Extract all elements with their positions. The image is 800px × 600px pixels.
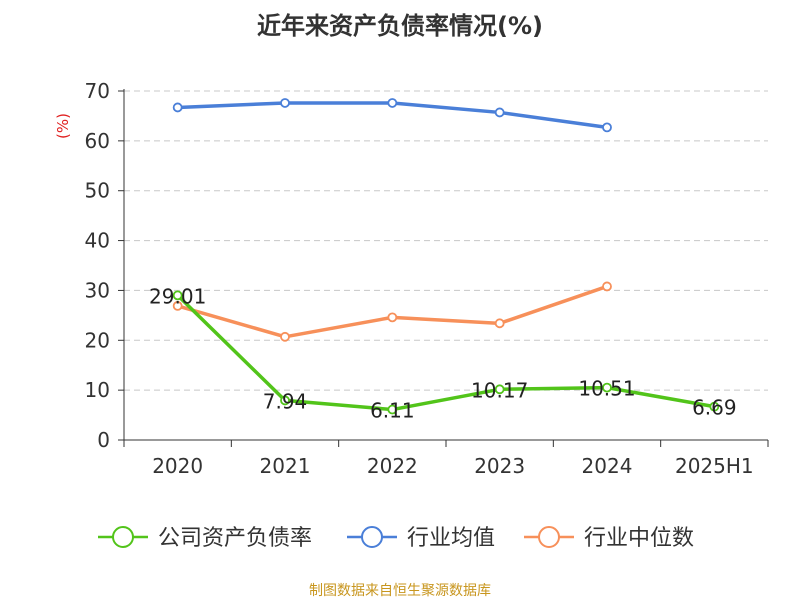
data-label: 6.11 — [370, 399, 415, 423]
data-point — [172, 300, 183, 311]
legend-label: 行业均值 — [407, 526, 495, 551]
data-point — [602, 382, 612, 393]
y-tick-label: 50 — [85, 179, 110, 203]
data-point — [280, 395, 290, 406]
data-label: 7.94 — [263, 389, 308, 413]
data-point — [387, 98, 398, 108]
legend-label: 公司资产负债率 — [158, 526, 312, 551]
series — [172, 98, 720, 415]
data-label: 10.51 — [578, 377, 635, 401]
data-point — [602, 122, 612, 133]
axes: 0 10 20 30 40 50 60 70 2020 2021 2022 2023 2024 2025H… — [85, 79, 769, 478]
source-note: 制图数据来自恒生聚源数据库 — [309, 583, 491, 599]
y-tick-label: 20 — [85, 328, 110, 352]
data-labels: 29.01 7.94 6.11 10.17 10.51 6.69 — [149, 284, 737, 422]
legend: 公司资产负债率 行业均值 行业中位数 — [98, 526, 694, 551]
legend-marker — [538, 526, 560, 548]
data-point — [494, 384, 505, 395]
data-point — [280, 98, 290, 108]
grid-lines — [124, 90, 768, 391]
x-tick-label: 2025H1 — [675, 454, 754, 478]
y-tick-label: 70 — [85, 79, 110, 103]
data-label: 10.17 — [471, 378, 528, 402]
legend-marker — [112, 526, 134, 548]
data-point — [387, 312, 398, 323]
x-tick-label: 2020 — [152, 454, 203, 478]
data-point — [709, 401, 720, 412]
y-tick-label: 60 — [85, 129, 110, 153]
data-point — [494, 318, 505, 329]
data-label: 29.01 — [149, 284, 206, 308]
data-point — [494, 107, 505, 118]
series-line — [177, 284, 608, 339]
data-point — [172, 102, 183, 113]
y-tick-label: 40 — [85, 229, 110, 253]
x-tick-label: 2024 — [582, 454, 633, 478]
chart-title: 近年来资产负债率情况(%) — [257, 12, 543, 40]
x-tick-label: 2021 — [260, 454, 311, 478]
data-point — [172, 290, 183, 301]
y-tick-label: 10 — [85, 378, 110, 402]
y-tick-label: 0 — [97, 428, 110, 452]
legend-label: 行业中位数 — [584, 526, 694, 551]
y-tick-label: 30 — [85, 278, 110, 302]
x-tick-label: 2022 — [367, 454, 418, 478]
data-point — [280, 331, 290, 342]
data-point — [602, 281, 612, 292]
data-point — [387, 404, 398, 415]
y-axis-label: (%) — [54, 113, 72, 139]
x-tick-label: 2023 — [474, 454, 525, 478]
data-label: 6.69 — [692, 396, 737, 420]
legend-marker — [361, 526, 383, 548]
series-line — [176, 294, 715, 412]
